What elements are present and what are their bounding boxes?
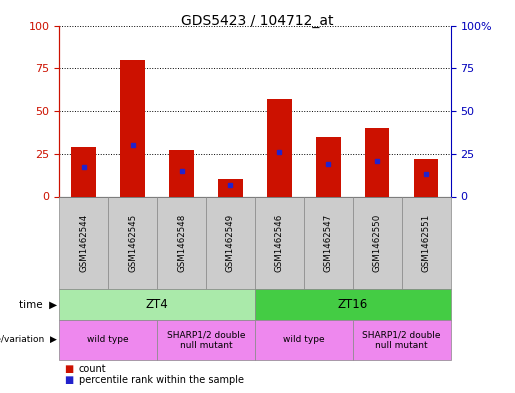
Text: genotype/variation  ▶: genotype/variation ▶	[0, 336, 57, 344]
Text: GSM1462546: GSM1462546	[275, 213, 284, 272]
Text: ■: ■	[64, 364, 74, 375]
Bar	[72, 147, 96, 196]
Text: wild type: wild type	[88, 336, 129, 344]
Bar	[218, 179, 243, 196]
Text: ■: ■	[64, 375, 74, 385]
Bar	[414, 159, 438, 196]
Text: GSM1462544: GSM1462544	[79, 213, 88, 272]
Text: GSM1462549: GSM1462549	[226, 214, 235, 272]
Text: GSM1462548: GSM1462548	[177, 213, 186, 272]
Text: GSM1462551: GSM1462551	[422, 213, 431, 272]
Text: percentile rank within the sample: percentile rank within the sample	[79, 375, 244, 385]
Text: SHARP1/2 double
null mutant: SHARP1/2 double null mutant	[363, 330, 441, 350]
Text: GSM1462545: GSM1462545	[128, 213, 137, 272]
Bar	[316, 137, 340, 196]
Text: ZT16: ZT16	[338, 298, 368, 311]
Bar	[169, 151, 194, 196]
Bar	[267, 99, 291, 196]
Bar	[365, 128, 389, 196]
Text: ZT4: ZT4	[146, 298, 168, 311]
Text: GSM1462547: GSM1462547	[324, 213, 333, 272]
Text: GDS5423 / 104712_at: GDS5423 / 104712_at	[181, 14, 334, 28]
Bar	[121, 60, 145, 196]
Text: count: count	[79, 364, 107, 375]
Text: GSM1462550: GSM1462550	[373, 213, 382, 272]
Text: SHARP1/2 double
null mutant: SHARP1/2 double null mutant	[167, 330, 245, 350]
Text: wild type: wild type	[283, 336, 324, 344]
Text: time  ▶: time ▶	[19, 299, 57, 310]
